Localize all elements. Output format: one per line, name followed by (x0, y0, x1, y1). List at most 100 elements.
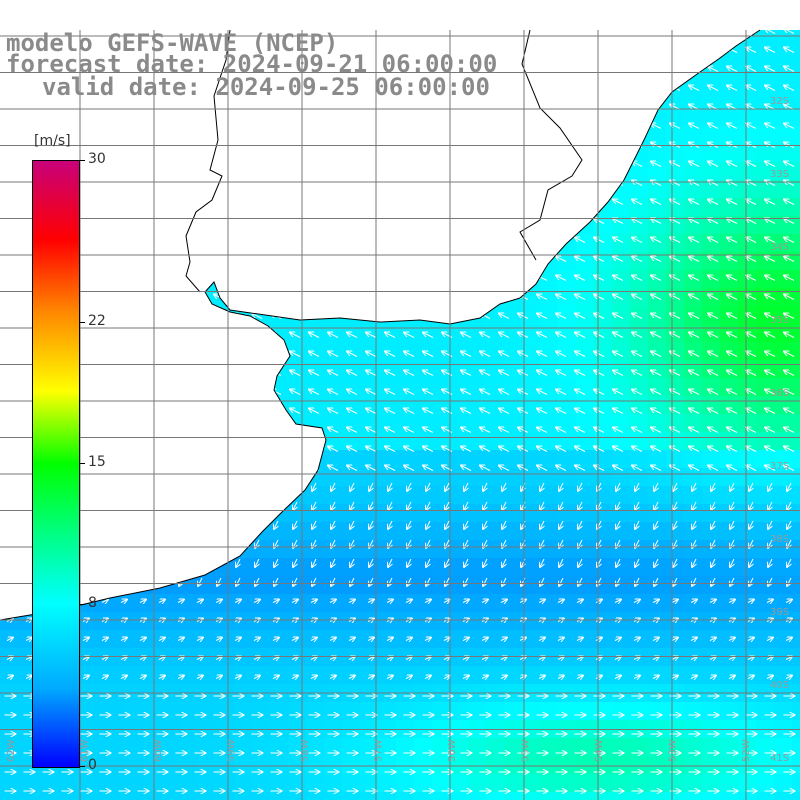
wind-arrow (103, 482, 107, 491)
wind-arrow (461, 295, 472, 300)
wind-speed-cell (666, 612, 685, 631)
wind-arrow (480, 10, 490, 15)
wind-speed-cell (432, 108, 451, 127)
wind-arrow (195, 428, 206, 433)
wind-speed-cell (684, 558, 703, 577)
wind-arrow (689, 276, 700, 281)
wind-arrow (575, 371, 586, 376)
wind-arrow (594, 181, 605, 186)
wind-arrow (537, 181, 548, 186)
wind-speed-cell (252, 792, 271, 800)
wind-speed-cell (180, 738, 199, 757)
wind-arrow (138, 257, 149, 262)
wind-speed-cell (288, 576, 307, 595)
wind-arrow (214, 409, 225, 414)
wind-arrow (613, 86, 624, 91)
wind-arrow (689, 162, 700, 167)
wind-speed-cell (594, 540, 613, 559)
wind-arrow (385, 276, 396, 281)
wind-speed-cell (162, 432, 181, 451)
wind-speed-cell (720, 180, 739, 199)
wind-speed-cell (558, 72, 577, 91)
wind-arrow (290, 219, 301, 224)
wind-speed-cell (774, 0, 793, 19)
latitude-label: 35S (770, 315, 789, 326)
wind-speed-cell (252, 270, 271, 289)
wind-arrow (119, 162, 130, 167)
wind-arrow (575, 333, 586, 338)
wind-speed-cell (288, 162, 307, 181)
wind-speed-cell (216, 630, 235, 649)
wind-speed-cell (522, 468, 541, 487)
wind-speed-cell (468, 0, 487, 19)
wind-speed-cell (522, 594, 541, 613)
wind-speed-cell (162, 288, 181, 307)
wind-arrow (157, 10, 167, 15)
wind-speed-cell (612, 36, 631, 55)
wind-speed-cell (288, 702, 307, 721)
wind-speed-cell (90, 270, 109, 289)
wind-speed-cell (720, 396, 739, 415)
wind-arrow (138, 314, 149, 319)
wind-speed-cell (234, 378, 253, 397)
wind-arrow (537, 124, 548, 129)
wind-arrow (157, 447, 168, 452)
wind-speed-cell (756, 162, 775, 181)
wind-speed-cell (720, 468, 739, 487)
wind-arrow (5, 10, 15, 15)
wind-speed-cell (594, 90, 613, 109)
wind-arrow (784, 200, 795, 205)
wind-speed-cell (468, 522, 487, 541)
wind-speed-cell (666, 54, 685, 73)
wind-arrow (499, 181, 510, 186)
wind-speed-cell (108, 666, 127, 685)
wind-speed-cell (198, 324, 217, 343)
wind-speed-cell (450, 234, 469, 253)
wind-speed-cell (792, 486, 800, 505)
wind-speed-cell (774, 504, 793, 523)
wind-arrow (5, 86, 16, 91)
wind-speed-cell (738, 504, 757, 523)
wind-speed-cell (126, 648, 145, 667)
wind-speed-cell (162, 162, 181, 181)
wind-arrow (499, 295, 510, 300)
wind-speed-cell (738, 252, 757, 271)
wind-speed-cell (576, 504, 595, 523)
wind-speed-cell (792, 54, 800, 73)
wind-speed-cell (0, 396, 19, 415)
wind-arrow (84, 577, 88, 586)
wind-speed-cell (288, 288, 307, 307)
wind-arrow (689, 181, 700, 186)
wind-arrow (404, 352, 415, 357)
wind-arrow (328, 181, 339, 186)
wind-speed-cell (576, 594, 595, 613)
wind-arrow (499, 162, 510, 167)
wind-speed-cell (108, 360, 127, 379)
wind-arrow (404, 181, 415, 186)
wind-speed-cell (630, 612, 649, 631)
wind-arrow (195, 390, 206, 395)
wind-speed-cell (198, 540, 217, 559)
wind-speed-cell (576, 288, 595, 307)
wind-arrow (632, 200, 643, 205)
wind-speed-cell (306, 234, 325, 253)
wind-speed-cell (504, 414, 523, 433)
wind-arrow (198, 558, 202, 567)
wind-arrow (499, 257, 510, 262)
wind-speed-cell (540, 504, 559, 523)
wind-speed-cell (126, 540, 145, 559)
wind-speed-cell (792, 792, 800, 800)
wind-speed-cell (270, 468, 289, 487)
wind-arrow (499, 67, 510, 72)
wind-speed-cell (756, 648, 775, 667)
wind-speed-cell (684, 486, 703, 505)
wind-arrow (518, 257, 529, 262)
wind-speed-cell (774, 738, 793, 757)
wind-speed-cell (792, 522, 800, 541)
wind-speed-cell (504, 72, 523, 91)
wind-speed-cell (270, 126, 289, 145)
wind-speed-cell (522, 30, 541, 37)
wind-arrow (176, 466, 187, 471)
wind-speed-cell (684, 468, 703, 487)
wind-speed-cell (378, 432, 397, 451)
